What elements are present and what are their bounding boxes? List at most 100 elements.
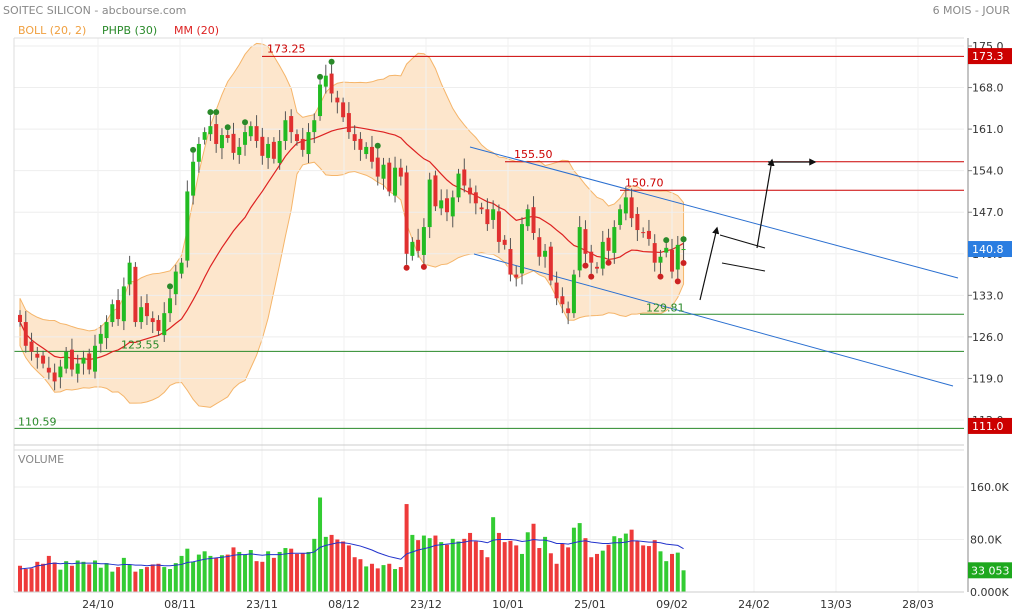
volume-bar <box>658 551 663 592</box>
chart-title: SOITEC SILICON - abcbourse.com <box>3 4 186 17</box>
volume-bar <box>341 541 346 592</box>
volume-average-path <box>19 538 684 570</box>
volume-bar <box>237 551 242 592</box>
candle-body <box>658 256 663 263</box>
volume-bar <box>583 538 588 592</box>
candle-body <box>260 136 265 156</box>
price-grid <box>14 38 964 593</box>
trend-line <box>721 262 766 272</box>
candle-body <box>421 227 426 255</box>
volume-bar <box>514 545 519 592</box>
price-tick-label: 168.0 <box>972 82 1004 95</box>
legend-phpb: PHPB (30) <box>102 24 157 37</box>
volume-bar <box>127 564 132 592</box>
candle-body <box>173 271 178 295</box>
volume-bar <box>243 554 248 592</box>
price-badge-label: 173.3 <box>972 50 1004 63</box>
volume-bar <box>208 555 213 592</box>
price-badge <box>968 48 1012 65</box>
candle-body <box>133 266 138 323</box>
candle-body <box>369 146 374 162</box>
volume-bar <box>346 545 351 592</box>
candle-body <box>566 308 571 314</box>
volume-bar <box>404 504 409 592</box>
signal-dot-low <box>588 273 595 280</box>
volume-bar <box>150 564 155 592</box>
volume-bar <box>427 538 432 592</box>
volume-tick-label: 160.0K <box>970 481 1009 494</box>
signal-dot-high <box>328 58 335 65</box>
level-annotation: 123.55 <box>121 338 160 351</box>
price-tick-label: 154.0 <box>972 165 1004 178</box>
volume-bar <box>560 543 565 592</box>
volume-bar <box>468 532 473 592</box>
candle-body <box>398 167 403 177</box>
candle-body <box>554 282 559 299</box>
candle-body <box>583 229 588 254</box>
volume-bar <box>496 532 501 592</box>
volume-bar <box>191 561 196 592</box>
volume-bar <box>444 544 449 592</box>
candle-body <box>64 351 69 369</box>
candle-body <box>462 169 467 186</box>
candle-body <box>560 296 565 305</box>
candle-body <box>277 140 282 163</box>
signal-dot-high <box>207 109 214 116</box>
candle-body <box>629 197 634 219</box>
candle-body <box>110 304 115 323</box>
volume-bars <box>18 497 686 592</box>
candle-body <box>29 341 34 352</box>
candle-body <box>323 75 328 87</box>
candle-body <box>116 300 121 320</box>
date-label: 08/12 <box>328 598 360 611</box>
volume-bar <box>87 564 92 592</box>
date-label: 28/03 <box>902 598 934 611</box>
date-label: 10/01 <box>492 598 524 611</box>
candle-body <box>52 372 57 382</box>
candle-body <box>485 209 490 225</box>
candle-body <box>433 175 438 207</box>
volume-bar <box>133 571 138 592</box>
volume-bar <box>652 540 657 592</box>
volume-bar <box>646 546 651 592</box>
candle-body <box>243 132 248 145</box>
level-annotation: 155.50 <box>514 148 553 161</box>
volume-bar <box>433 535 438 592</box>
date-label: 09/02 <box>656 598 688 611</box>
date-label: 25/01 <box>574 598 606 611</box>
candle-body <box>23 322 28 346</box>
volume-bar <box>335 539 340 592</box>
candle-body <box>341 102 346 118</box>
volume-bar <box>508 540 513 592</box>
candle-body <box>571 274 576 314</box>
volume-bar <box>485 557 490 592</box>
candle-body <box>69 349 74 370</box>
candle-body <box>514 274 519 278</box>
volume-bar <box>75 560 80 592</box>
candle-body <box>104 322 109 339</box>
volume-bar <box>294 553 299 592</box>
volume-bar <box>641 545 646 592</box>
signal-dot-low <box>403 264 410 271</box>
signal-dot-low <box>674 278 681 285</box>
volume-bar <box>139 569 144 592</box>
candle-body <box>81 357 86 364</box>
candle-body <box>479 207 484 210</box>
volume-bar <box>462 538 467 592</box>
volume-bar <box>93 560 98 592</box>
candle-body <box>254 126 259 141</box>
signal-dot-high <box>190 146 197 153</box>
candle-body <box>46 367 51 373</box>
candle-body <box>185 191 190 261</box>
price-badge <box>968 417 1012 434</box>
volume-bar <box>525 532 530 592</box>
volume-bar <box>450 538 455 592</box>
candle-body <box>375 157 380 177</box>
level-annotation: 150.70 <box>625 176 664 189</box>
candle-body <box>87 353 92 370</box>
volume-bar <box>260 561 265 592</box>
volume-bar <box>364 566 369 592</box>
signal-dot-low <box>605 259 612 266</box>
volume-bar <box>589 557 594 592</box>
signal-dot-high <box>663 237 670 244</box>
